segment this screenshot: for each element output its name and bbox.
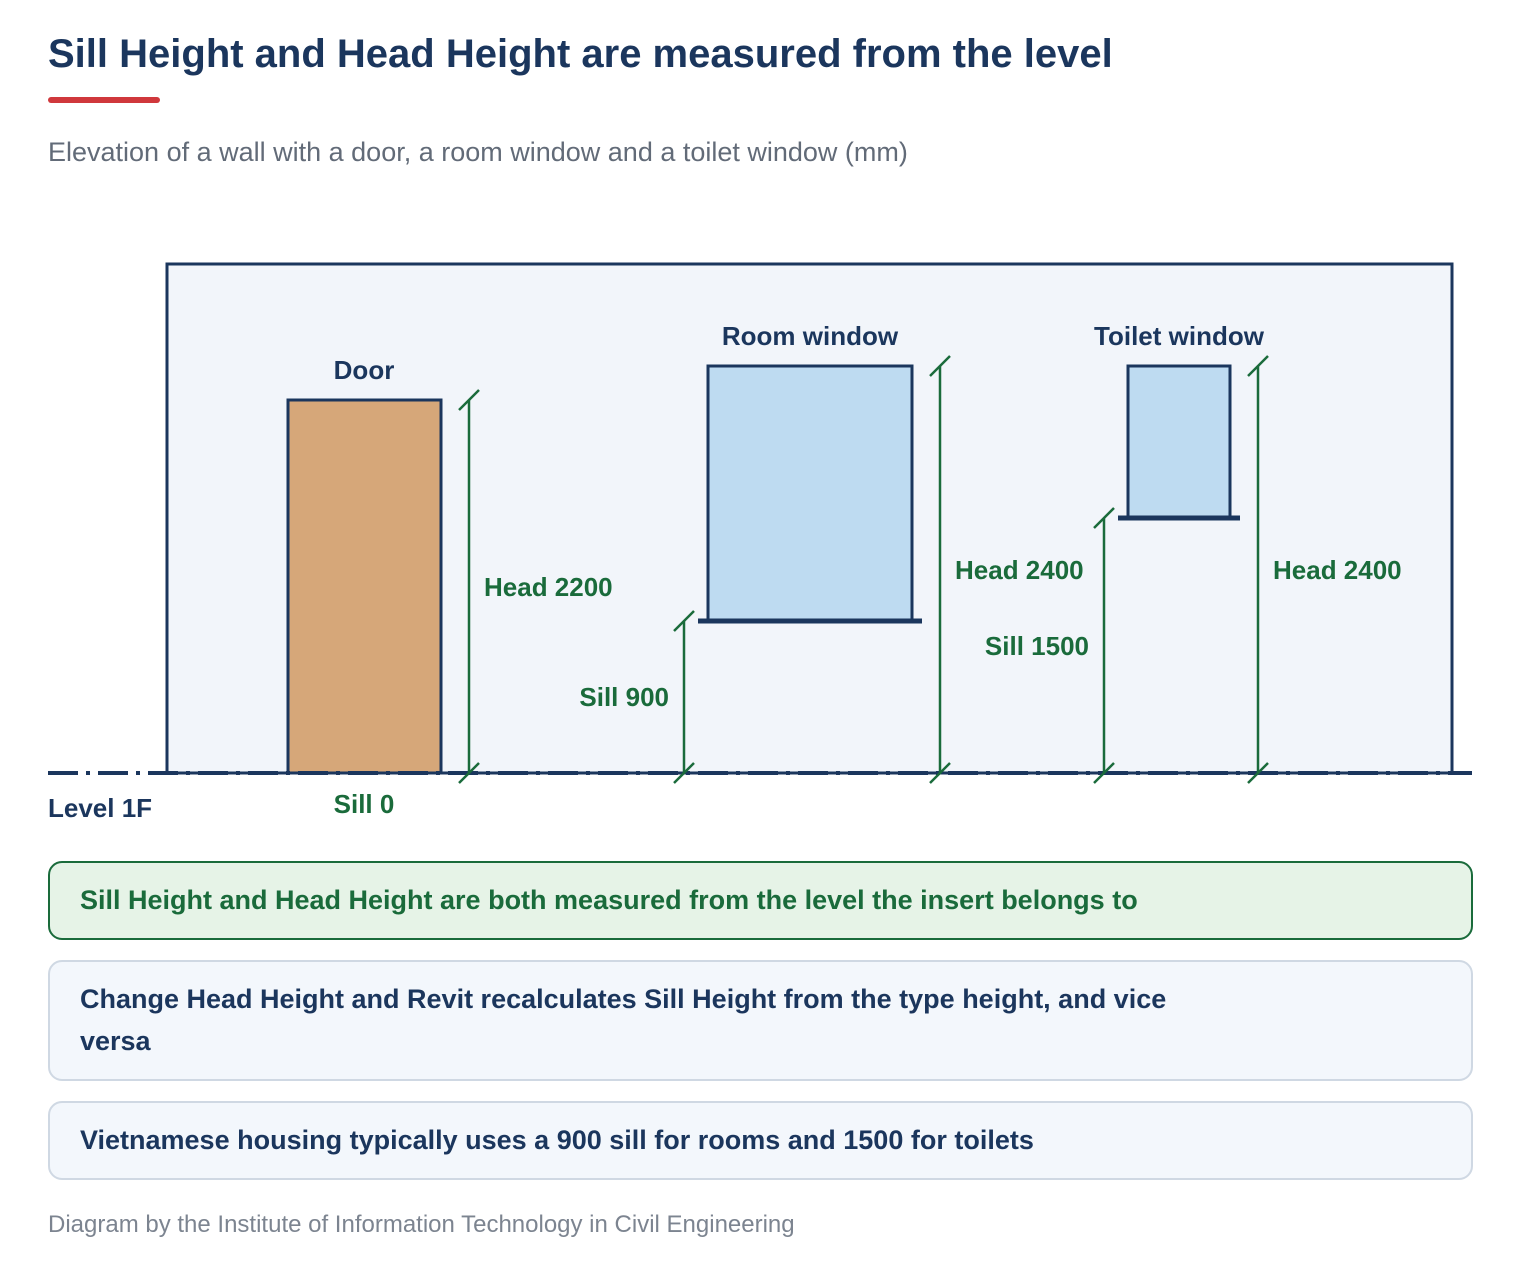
page-title: Sill Height and Head Height are measured… <box>48 32 1113 76</box>
room-window-head-label: Head 2400 <box>955 555 1084 585</box>
level-label: Level 1F <box>48 793 152 823</box>
door-label: Door <box>334 355 395 385</box>
footer-credit: Diagram by the Institute of Information … <box>48 1211 795 1238</box>
note-card-measured-from-level: Sill Height and Head Height are both mea… <box>48 861 1473 940</box>
toilet-window <box>1126 364 1232 520</box>
room-window-head-dimension <box>929 355 951 784</box>
room-window <box>706 364 914 623</box>
room-window-sill-label: Sill 900 <box>579 682 669 712</box>
door-sill-label: Sill 0 <box>334 789 395 819</box>
door-head-dimension <box>458 389 480 784</box>
elevation-diagram: Door Room window Toilet window Level 1F … <box>48 262 1472 823</box>
notes-list: Sill Height and Head Height are both mea… <box>48 861 1473 1200</box>
toilet-window-sill-label: Sill 1500 <box>985 631 1089 661</box>
room-window-sill-dimension <box>673 610 695 784</box>
door <box>286 398 443 775</box>
note-card-recalculate: Change Head Height and Revit recalculate… <box>48 960 1473 1081</box>
door-head-label: Head 2200 <box>484 572 613 602</box>
subtitle: Elevation of a wall with a door, a room … <box>48 137 908 167</box>
room-window-label: Room window <box>722 321 899 351</box>
toilet-window-sill-dimension <box>1093 507 1115 784</box>
toilet-window-head-dimension <box>1247 355 1269 784</box>
title-accent-bar <box>48 97 160 103</box>
toilet-window-head-label: Head 2400 <box>1273 555 1402 585</box>
toilet-window-label: Toilet window <box>1094 321 1265 351</box>
note-card-vietnam-sill: Vietnamese housing typically uses a 900 … <box>48 1101 1473 1180</box>
